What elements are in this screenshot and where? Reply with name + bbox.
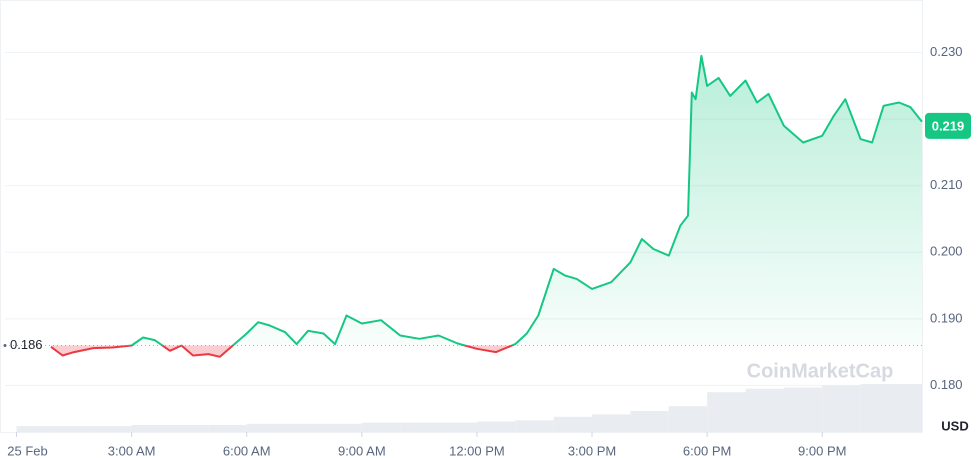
y-tick-label: 0.200 [930, 244, 963, 259]
volume-bar [16, 426, 55, 432]
x-tick-label: 25 Feb [7, 443, 47, 458]
y-tick-label: 0.190 [930, 310, 963, 325]
x-tick-label: 3:00 PM [568, 443, 616, 458]
price-area [51, 55, 922, 357]
volume-bar [898, 384, 922, 432]
volume-bar [208, 424, 247, 432]
volume-bar [169, 424, 209, 432]
volume-bar [745, 388, 784, 432]
volume-bar [668, 406, 708, 432]
volume-bar [476, 421, 516, 432]
volume-bar [783, 387, 823, 432]
x-tick-label: 12:00 PM [449, 443, 505, 458]
y-tick-label: 0.210 [930, 177, 963, 192]
baseline-label: 0.186 [10, 337, 43, 352]
volume-bar [400, 422, 439, 432]
y-tick-label: 0.230 [930, 44, 963, 59]
x-tick-label: 9:00 PM [798, 443, 846, 458]
x-tick-label: 3:00 AM [108, 443, 156, 458]
volume-bar [323, 423, 362, 432]
current-price-label: 0.219 [932, 118, 965, 133]
price-line [50, 54, 923, 358]
y-tick-label: 0.180 [930, 377, 963, 392]
volume-bar [707, 392, 746, 432]
volume-bar [515, 420, 554, 432]
x-tick-label: 9:00 AM [338, 443, 386, 458]
volume-bar [438, 422, 477, 432]
current-price-badge [925, 112, 971, 139]
baseline-dot [3, 343, 7, 347]
x-tick-label: 6:00 PM [683, 443, 731, 458]
volume-bar [93, 426, 132, 432]
volume-bar [630, 410, 669, 432]
volume-bar [54, 426, 94, 432]
volume-bar [131, 424, 170, 432]
volume-bar [285, 423, 324, 432]
volume-bar [361, 422, 401, 432]
volume-bar [246, 423, 286, 432]
watermark: CoinMarketCap [747, 360, 894, 382]
x-tick-label: 6:00 AM [223, 443, 271, 458]
volume-bar [860, 384, 899, 432]
plot-frame [0, 0, 923, 433]
volume-bar [592, 414, 631, 432]
volume-bar [553, 416, 593, 432]
volume-bar [822, 385, 861, 432]
currency-label: USD [941, 418, 968, 433]
